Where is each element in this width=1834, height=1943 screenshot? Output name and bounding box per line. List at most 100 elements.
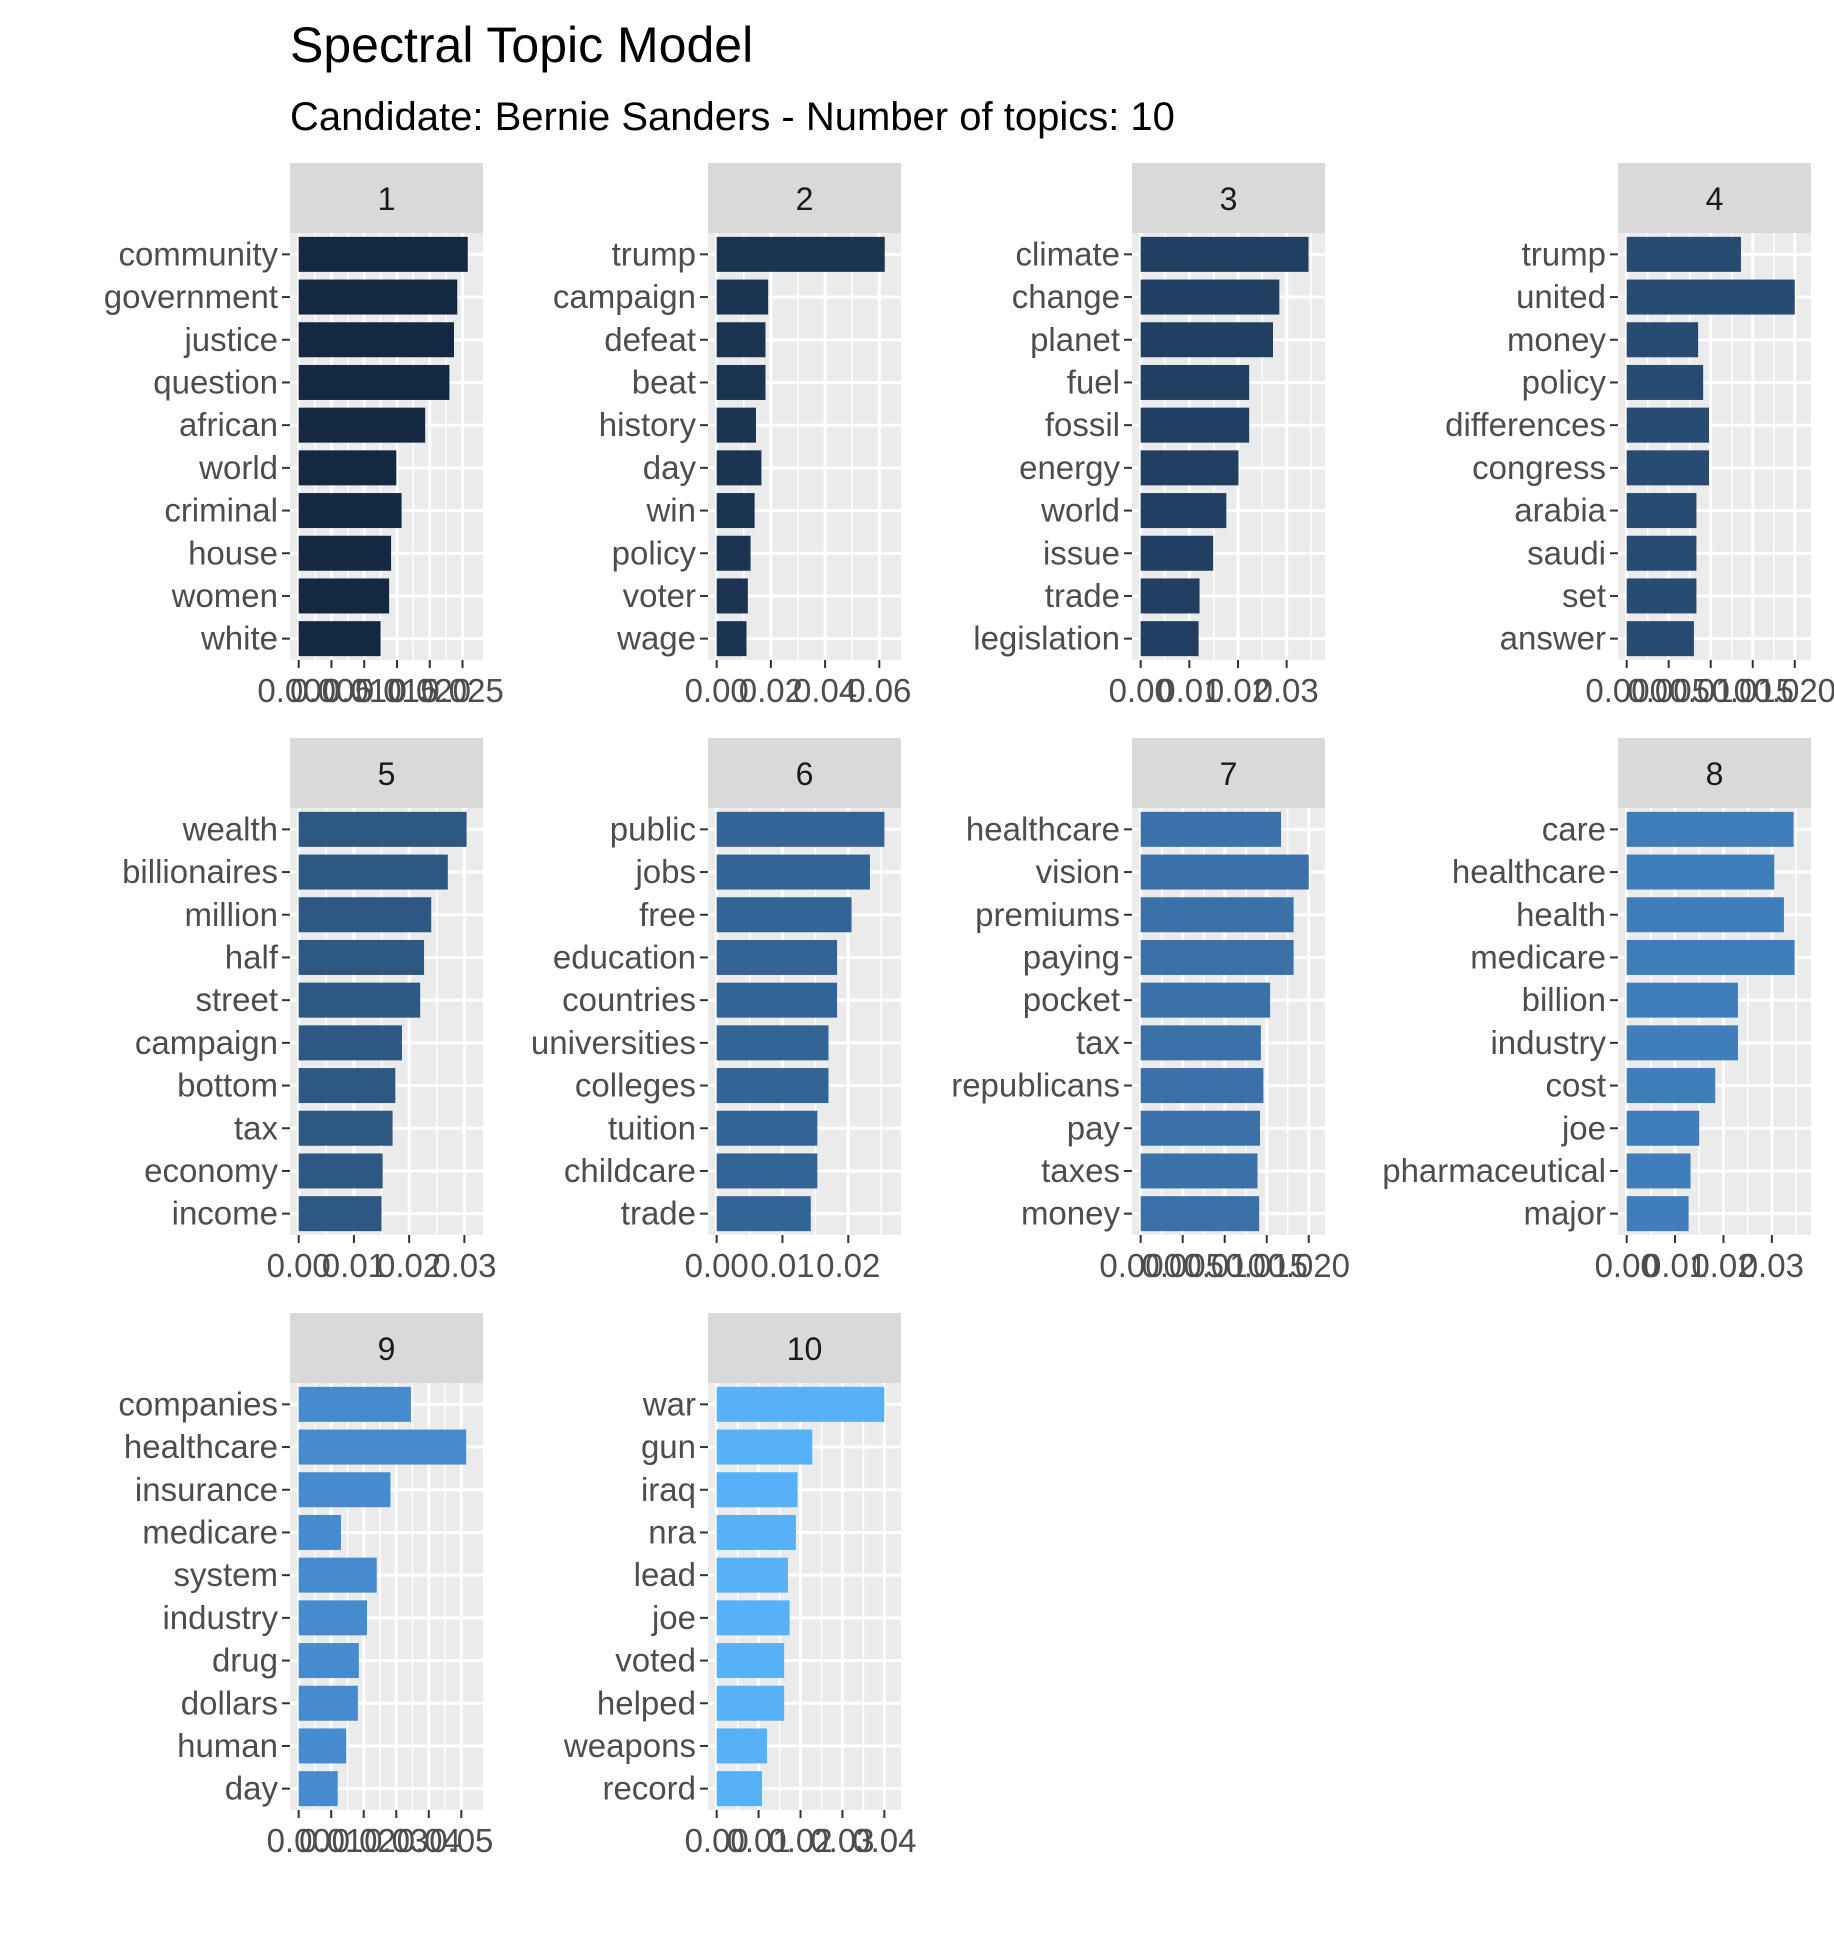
bar	[716, 1429, 813, 1465]
category-label: half	[225, 938, 279, 975]
x-tick-label: 0.020	[388, 672, 471, 709]
facet-strip-label: 3	[1220, 181, 1238, 217]
category-label: trade	[1045, 577, 1120, 614]
bar	[1626, 1025, 1738, 1061]
chart-title: Spectral Topic Model	[290, 17, 753, 73]
category-label: wealth	[182, 810, 278, 847]
bar	[1140, 1196, 1260, 1232]
facet-panel-10: 10 war gun iraq nra lead joe voted helped weapons…	[563, 1313, 916, 1859]
category-label: industry	[162, 1599, 278, 1636]
facet-panel-2: 2 trump campaign defeat beat history day win pol…	[553, 163, 911, 709]
category-label: pay	[1067, 1109, 1121, 1146]
x-tick-label: 0.005	[1627, 672, 1710, 709]
x-tick-label: 0.005	[1141, 1247, 1224, 1284]
category-label: house	[188, 534, 278, 571]
category-label: justice	[183, 321, 278, 358]
category-label: policy	[1522, 363, 1607, 400]
bar	[1140, 982, 1271, 1018]
category-label: campaign	[553, 278, 696, 315]
category-label: voter	[623, 577, 696, 614]
facet-strip-label: 10	[787, 1331, 823, 1367]
x-tick-label: 0.00	[267, 1822, 331, 1859]
bar	[1140, 236, 1309, 272]
facet-panels: 1 community government justice question afric…	[104, 163, 1834, 1859]
bar	[716, 578, 748, 614]
bar	[298, 364, 450, 400]
chart-subtitle: Candidate: Bernie Sanders - Number of to…	[290, 95, 1175, 139]
facet-strip-label: 1	[378, 181, 396, 217]
category-label: legislation	[973, 620, 1120, 657]
category-label: trump	[612, 235, 696, 272]
bar	[716, 1196, 811, 1232]
category-label: universities	[531, 1024, 696, 1061]
bar	[1626, 279, 1795, 315]
bar	[716, 1110, 818, 1146]
bar	[1626, 1110, 1700, 1146]
facet-panel-7: 7 healthcare vision premiums paying pocket tax…	[951, 738, 1350, 1284]
bar	[1626, 1153, 1691, 1189]
category-label: planet	[1030, 321, 1120, 358]
category-label: pharmaceutical	[1382, 1152, 1606, 1189]
category-label: healthcare	[124, 1428, 278, 1465]
category-label: dollars	[181, 1684, 278, 1721]
category-label: human	[177, 1727, 278, 1764]
category-label: companies	[118, 1385, 278, 1422]
bar	[298, 1196, 382, 1232]
facet-panel-9: 9 companies healthcare insurance medicare sys…	[118, 1313, 493, 1859]
bar	[298, 236, 468, 272]
bar	[716, 1600, 790, 1636]
bar	[298, 1771, 338, 1807]
bar	[1140, 493, 1227, 529]
bar	[716, 1472, 798, 1508]
bar	[716, 897, 852, 933]
bar	[716, 1685, 785, 1721]
x-tick-label: 0.010	[323, 672, 406, 709]
bar	[1626, 535, 1697, 571]
x-tick-label: 0.015	[356, 672, 439, 709]
facet-strip	[1132, 738, 1325, 808]
x-tick-label: 0.01	[726, 1822, 790, 1859]
x-tick-label: 0.00	[685, 672, 749, 709]
x-tick-label: 0.020	[1753, 672, 1834, 709]
category-label: vision	[1036, 853, 1120, 890]
category-label: world	[198, 449, 278, 486]
bar	[1626, 1196, 1689, 1232]
x-tick-label: 0.010	[1669, 672, 1752, 709]
x-tick-label: 0.04	[397, 1822, 461, 1859]
category-label: health	[1516, 896, 1606, 933]
facet-strip	[1618, 163, 1811, 233]
bar	[1140, 897, 1294, 933]
bar	[298, 578, 390, 614]
bar	[716, 1386, 885, 1422]
category-label: climate	[1015, 235, 1120, 272]
category-label: trade	[621, 1195, 696, 1232]
bar	[1140, 535, 1214, 571]
bar	[1626, 1068, 1716, 1104]
bar	[298, 1025, 402, 1061]
bar	[1140, 811, 1282, 847]
bar	[716, 364, 766, 400]
x-tick-label: 0.000	[257, 672, 340, 709]
category-label: government	[104, 278, 278, 315]
bar	[298, 1514, 341, 1550]
x-tick-label: 0.00	[1109, 672, 1173, 709]
x-tick-label: 0.02	[816, 1247, 880, 1284]
category-label: policy	[612, 534, 697, 571]
bar	[1626, 939, 1795, 975]
category-label: set	[1562, 577, 1606, 614]
bar	[716, 1068, 829, 1104]
x-tick-label: 0.04	[852, 1822, 916, 1859]
x-tick-label: 0.01	[750, 1247, 814, 1284]
category-label: system	[173, 1556, 278, 1593]
bar	[1626, 236, 1741, 272]
category-label: medicare	[1470, 938, 1606, 975]
category-label: joe	[651, 1599, 696, 1636]
bar	[1140, 939, 1294, 975]
bar	[716, 1643, 785, 1679]
bar	[716, 493, 755, 529]
bar	[298, 939, 425, 975]
x-tick-label: 0.02	[739, 672, 803, 709]
x-tick-label: 0.00	[685, 1822, 749, 1859]
category-label: lead	[634, 1556, 696, 1593]
facet-strip	[290, 1313, 483, 1383]
